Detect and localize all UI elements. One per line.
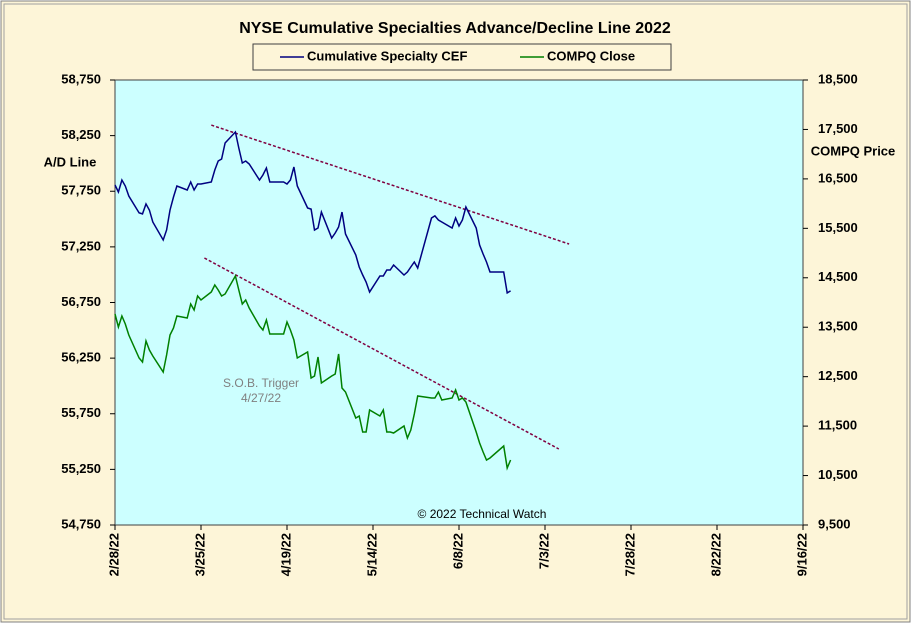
trend-line [204,257,560,450]
legend [252,43,672,71]
y-tick-label: 57,750 [61,183,101,198]
x-tick-label: 7/3/22 [536,533,551,569]
legend-label: Cumulative Specialty CEF [307,48,467,63]
x-tick-label: 7/28/22 [622,533,637,576]
y2-tick-label: 13,500 [818,319,858,334]
y2-tick-label: 14,500 [818,269,858,284]
y2-tick-label: 11,500 [818,418,857,433]
y-tick-label: 58,750 [61,71,101,86]
y2-tick-label: 10,500 [818,467,858,482]
credit: © 2022 Technical Watch [418,507,547,521]
chart-title: NYSE Cumulative Specialties Advance/Decl… [239,20,671,37]
y2-tick-label: 15,500 [818,220,858,235]
series-line [114,130,511,295]
y2-tick-label: 17,500 [818,121,858,136]
x-tick-label: 6/8/22 [450,533,465,569]
plot-area [114,79,804,526]
y2-tick-label: 18,500 [818,71,858,86]
y-tick-label: 56,250 [61,350,101,365]
x-tick-label: 9/16/22 [794,533,809,576]
y2-tick-label: 9,500 [818,516,851,531]
x-tick-label: 5/14/22 [364,533,379,576]
x-tick-label: 2/28/22 [106,533,121,576]
series-line [114,273,512,471]
inner-frame [3,3,908,620]
y-axis-label: A/D Line [44,154,97,169]
y-tick-label: 56,750 [61,294,101,309]
annotation: 4/27/22 [241,391,281,405]
annotation: S.O.B. Trigger [223,376,299,390]
y-tick-label: 55,250 [61,461,101,476]
y2-axis-label: COMPQ Price [811,143,896,158]
x-tick-label: 3/25/22 [192,533,207,576]
y2-tick-label: 16,500 [818,170,858,185]
y-tick-label: 57,250 [61,238,101,253]
y-tick-label: 55,750 [61,405,101,420]
legend-label: COMPQ Close [547,48,635,63]
y-tick-label: 58,250 [61,127,101,142]
x-tick-label: 4/19/22 [278,533,293,576]
y2-tick-label: 12,500 [818,368,858,383]
y-tick-label: 54,750 [61,516,101,531]
trend-line [211,124,570,245]
x-tick-label: 8/22/22 [708,533,723,576]
